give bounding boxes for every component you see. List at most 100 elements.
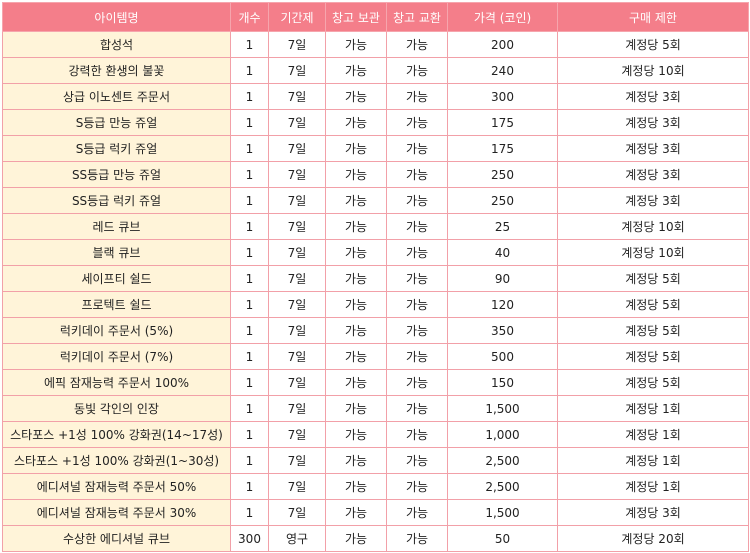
exchange-cell: 가능 <box>386 525 448 552</box>
item-name-cell: 강력한 환생의 불꽃 <box>2 57 231 84</box>
storage-cell: 가능 <box>325 31 387 58</box>
price-cell: 90 <box>447 265 558 292</box>
exchange-cell: 가능 <box>386 395 448 422</box>
price-cell: 50 <box>447 525 558 552</box>
limit-cell: 계정당 5회 <box>557 343 749 370</box>
period-cell: 7일 <box>268 135 326 162</box>
quantity-cell: 1 <box>230 83 269 110</box>
period-cell: 7일 <box>268 109 326 136</box>
price-cell: 2,500 <box>447 473 558 500</box>
period-cell: 7일 <box>268 395 326 422</box>
table-row: 수상한 에디셔널 큐브 300 영구 가능 가능 50 계정당 20회 <box>2 525 749 552</box>
price-cell: 200 <box>447 31 558 58</box>
quantity-cell: 1 <box>230 265 269 292</box>
storage-cell: 가능 <box>325 343 387 370</box>
storage-cell: 가능 <box>325 447 387 474</box>
storage-cell: 가능 <box>325 187 387 214</box>
price-cell: 240 <box>447 57 558 84</box>
quantity-cell: 1 <box>230 343 269 370</box>
table-row: 스타포스 +1성 100% 강화권(14~17성) 1 7일 가능 가능 1,000 계정당… <box>2 421 749 448</box>
item-name-cell: 스타포스 +1성 100% 강화권(1~30성) <box>2 447 231 474</box>
item-name-cell: S등급 만능 쥬얼 <box>2 109 231 136</box>
limit-cell: 계정당 5회 <box>557 31 749 58</box>
exchange-cell: 가능 <box>386 83 448 110</box>
storage-cell: 가능 <box>325 317 387 344</box>
period-cell: 7일 <box>268 291 326 318</box>
table-row: SS등급 럭키 쥬얼 1 7일 가능 가능 250 계정당 3회 <box>2 187 749 214</box>
table-row: 에픽 잠재능력 주문서 100% 1 7일 가능 가능 150 계정당 5회 <box>2 369 749 396</box>
item-name-cell: 에디셔널 잠재능력 주문서 50% <box>2 473 231 500</box>
exchange-cell: 가능 <box>386 213 448 240</box>
quantity-cell: 1 <box>230 473 269 500</box>
storage-cell: 가능 <box>325 395 387 422</box>
price-cell: 1,500 <box>447 395 558 422</box>
item-name-cell: 에디셔널 잠재능력 주문서 30% <box>2 499 231 526</box>
header-price: 가격 (코인) <box>447 2 558 32</box>
limit-cell: 계정당 5회 <box>557 317 749 344</box>
price-cell: 2,500 <box>447 447 558 474</box>
item-name-cell: 세이프티 쉴드 <box>2 265 231 292</box>
period-cell: 7일 <box>268 83 326 110</box>
storage-cell: 가능 <box>325 213 387 240</box>
storage-cell: 가능 <box>325 525 387 552</box>
exchange-cell: 가능 <box>386 291 448 318</box>
limit-cell: 계정당 3회 <box>557 187 749 214</box>
storage-cell: 가능 <box>325 473 387 500</box>
price-cell: 175 <box>447 109 558 136</box>
exchange-cell: 가능 <box>386 109 448 136</box>
exchange-cell: 가능 <box>386 57 448 84</box>
item-name-cell: 수상한 에디셔널 큐브 <box>2 525 231 552</box>
limit-cell: 계정당 3회 <box>557 109 749 136</box>
limit-cell: 계정당 1회 <box>557 395 749 422</box>
limit-cell: 계정당 5회 <box>557 369 749 396</box>
limit-cell: 계정당 5회 <box>557 291 749 318</box>
price-cell: 250 <box>447 161 558 188</box>
header-item-name: 아이템명 <box>2 2 231 32</box>
exchange-cell: 가능 <box>386 473 448 500</box>
limit-cell: 계정당 5회 <box>557 265 749 292</box>
table-row: 프로텍트 쉴드 1 7일 가능 가능 120 계정당 5회 <box>2 291 749 318</box>
table-row: S등급 럭키 쥬얼 1 7일 가능 가능 175 계정당 3회 <box>2 135 749 162</box>
price-cell: 1,500 <box>447 499 558 526</box>
table-row: 강력한 환생의 불꽃 1 7일 가능 가능 240 계정당 10회 <box>2 57 749 84</box>
table-row: 럭키데이 주문서 (7%) 1 7일 가능 가능 500 계정당 5회 <box>2 343 749 370</box>
table-body: 합성석 1 7일 가능 가능 200 계정당 5회 강력한 환생의 불꽃 1 7일 가능 가능 240 계… <box>2 31 749 552</box>
period-cell: 7일 <box>268 447 326 474</box>
item-name-cell: 프로텍트 쉴드 <box>2 291 231 318</box>
quantity-cell: 300 <box>230 525 269 552</box>
limit-cell: 계정당 3회 <box>557 161 749 188</box>
limit-cell: 계정당 10회 <box>557 239 749 266</box>
storage-cell: 가능 <box>325 109 387 136</box>
header-row: 아이템명 개수 기간제 창고 보관 창고 교환 가격 (코인) 구매 제한 <box>2 2 749 32</box>
item-name-cell: 레드 큐브 <box>2 213 231 240</box>
exchange-cell: 가능 <box>386 317 448 344</box>
quantity-cell: 1 <box>230 239 269 266</box>
period-cell: 영구 <box>268 525 326 552</box>
item-name-cell: 럭키데이 주문서 (5%) <box>2 317 231 344</box>
exchange-cell: 가능 <box>386 447 448 474</box>
quantity-cell: 1 <box>230 421 269 448</box>
exchange-cell: 가능 <box>386 239 448 266</box>
period-cell: 7일 <box>268 369 326 396</box>
table-row: 스타포스 +1성 100% 강화권(1~30성) 1 7일 가능 가능 2,500 계정당 … <box>2 447 749 474</box>
table-row: 럭키데이 주문서 (5%) 1 7일 가능 가능 350 계정당 5회 <box>2 317 749 344</box>
storage-cell: 가능 <box>325 57 387 84</box>
table-row: 상급 이노센트 주문서 1 7일 가능 가능 300 계정당 3회 <box>2 83 749 110</box>
header-storage: 창고 보관 <box>325 2 387 32</box>
exchange-cell: 가능 <box>386 161 448 188</box>
exchange-cell: 가능 <box>386 265 448 292</box>
exchange-cell: 가능 <box>386 499 448 526</box>
limit-cell: 계정당 3회 <box>557 83 749 110</box>
price-cell: 500 <box>447 343 558 370</box>
quantity-cell: 1 <box>230 291 269 318</box>
table-row: 에디셔널 잠재능력 주문서 50% 1 7일 가능 가능 2,500 계정당 1회 <box>2 473 749 500</box>
storage-cell: 가능 <box>325 421 387 448</box>
limit-cell: 계정당 20회 <box>557 525 749 552</box>
storage-cell: 가능 <box>325 291 387 318</box>
quantity-cell: 1 <box>230 213 269 240</box>
price-cell: 25 <box>447 213 558 240</box>
header-purchase-limit: 구매 제한 <box>557 2 749 32</box>
item-name-cell: 블랙 큐브 <box>2 239 231 266</box>
